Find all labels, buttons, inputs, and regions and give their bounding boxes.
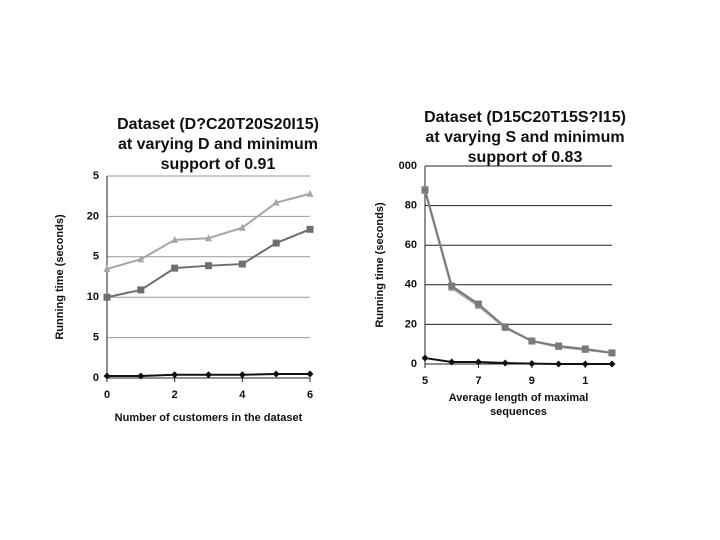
data-point xyxy=(272,239,280,247)
chart-title: Dataset (D15C20T15S?I15) xyxy=(424,109,626,126)
x-axis-title: Average length of maximal xyxy=(449,392,589,404)
data-point xyxy=(205,262,212,270)
y-tick-label: 5 xyxy=(93,332,99,344)
y-tick-label: 0 xyxy=(411,358,417,370)
y-tick-label: 20 xyxy=(405,318,417,330)
data-point xyxy=(272,370,280,378)
data-point xyxy=(306,189,314,197)
y-tick-label: 10 xyxy=(87,291,99,303)
data-point xyxy=(171,371,179,379)
data-point xyxy=(421,354,429,362)
x-tick-label: 0 xyxy=(104,389,110,401)
data-point xyxy=(581,345,589,353)
data-point xyxy=(137,372,145,380)
series-line xyxy=(424,357,612,365)
data-point xyxy=(171,264,179,272)
data-point xyxy=(238,260,246,268)
data-point xyxy=(448,358,456,366)
x-tick-label: 5 xyxy=(422,375,428,387)
chart-title: support of 0.91 xyxy=(161,156,276,173)
data-point xyxy=(205,371,212,379)
x-tick-label: 6 xyxy=(307,389,313,401)
data-point xyxy=(272,198,280,206)
data-point xyxy=(421,186,429,194)
series-line xyxy=(424,189,613,354)
data-point xyxy=(528,337,536,345)
data-point xyxy=(238,371,246,379)
data-point xyxy=(501,359,509,367)
chart-title: at varying S and minimum xyxy=(425,129,624,146)
data-point xyxy=(474,358,482,366)
y-tick-label: 20 xyxy=(87,210,99,222)
chart-title: Dataset (D?C20T20S20I15) xyxy=(117,116,319,133)
y-tick-label: 60 xyxy=(405,239,417,251)
x-tick-label: 4 xyxy=(239,389,246,401)
data-point xyxy=(555,360,563,368)
data-point xyxy=(306,370,314,378)
y-tick-label: 80 xyxy=(405,200,417,212)
series-line xyxy=(424,190,613,354)
x-tick-label: 1 xyxy=(582,375,588,387)
data-point xyxy=(103,264,111,272)
x-axis-title: Number of customers in the dataset xyxy=(115,412,303,424)
data-point xyxy=(448,282,456,290)
y-axis-title: Running time (seconds) xyxy=(54,214,66,340)
data-point xyxy=(306,225,314,233)
x-tick-label: 2 xyxy=(172,389,178,401)
data-point xyxy=(581,360,589,368)
data-point xyxy=(501,323,509,331)
x-tick-label: 9 xyxy=(529,375,535,387)
x-tick-label: 7 xyxy=(475,375,481,387)
data-point xyxy=(528,360,536,368)
y-tick-label: 40 xyxy=(405,279,417,291)
data-point xyxy=(608,349,616,357)
y-tick-label: 000 xyxy=(399,160,417,172)
data-point xyxy=(205,234,212,242)
data-point xyxy=(555,342,563,350)
data-point xyxy=(137,255,145,263)
chart-title: at varying D and minimum xyxy=(118,136,318,153)
data-point xyxy=(608,360,616,368)
data-point xyxy=(103,372,111,380)
data-point xyxy=(137,286,145,294)
y-tick-label: 0 xyxy=(93,372,99,384)
x-axis-title: sequences xyxy=(490,406,547,418)
y-axis-title: Running time (seconds) xyxy=(374,202,386,328)
data-point xyxy=(474,300,482,308)
y-tick-label: 5 xyxy=(93,251,99,263)
data-point xyxy=(238,223,246,231)
series-line xyxy=(106,192,311,270)
data-point xyxy=(103,293,111,301)
chart-title: support of 0.83 xyxy=(468,149,583,166)
data-point xyxy=(171,235,179,243)
y-tick-label: 5 xyxy=(93,170,99,182)
